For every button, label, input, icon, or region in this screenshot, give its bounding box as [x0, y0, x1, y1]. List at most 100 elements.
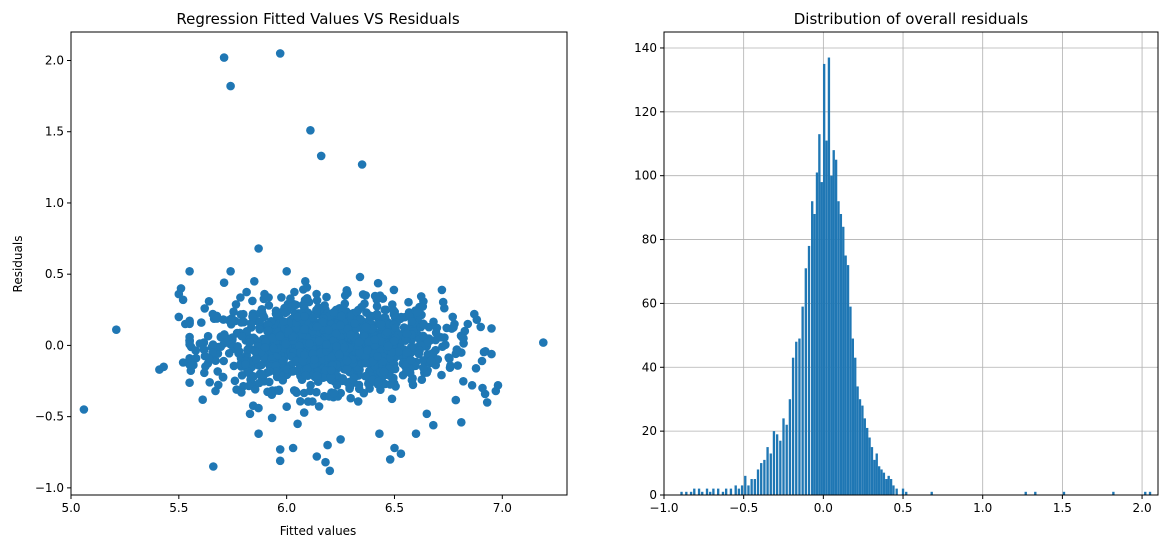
scatter-point — [393, 347, 403, 357]
scatter-point — [352, 307, 362, 317]
histogram-bar — [866, 427, 869, 495]
scatter-y-ticks: −1.0 −0.5 0.0 0.5 1.0 1.5 2.0 — [35, 53, 71, 495]
scatter-point — [482, 398, 492, 407]
scatter-point — [429, 420, 438, 430]
scatter-point — [288, 367, 298, 376]
scatter-point — [245, 409, 255, 419]
histogram-bar — [849, 306, 852, 495]
histogram-y-tick-label: 0 — [649, 488, 657, 502]
scatter-x-tick-label: 6.5 — [385, 501, 404, 515]
scatter-point — [241, 360, 250, 369]
scatter-point — [237, 331, 247, 341]
scatter-point — [477, 356, 487, 366]
histogram-bar — [775, 434, 779, 495]
scatter-point — [208, 340, 218, 349]
scatter-point — [237, 388, 246, 397]
histogram-bar — [882, 472, 886, 495]
scatter-point — [264, 301, 274, 310]
scatter-point — [185, 340, 194, 349]
scatter-point — [452, 345, 462, 354]
scatter-axes-frame — [70, 31, 568, 496]
scatter-point — [413, 307, 422, 317]
scatter-point — [382, 328, 392, 337]
histogram-bar — [1112, 491, 1115, 495]
scatter-point — [185, 267, 194, 276]
histogram-bar — [717, 488, 720, 495]
scatter-point — [185, 378, 194, 388]
scatter-point — [404, 297, 413, 307]
scatter-point — [402, 329, 412, 339]
histogram-bar — [832, 150, 835, 495]
scatter-point — [178, 358, 188, 367]
scatter-point — [224, 349, 234, 358]
scatter-x-tick-label: 5.5 — [169, 501, 188, 515]
scatter-point — [216, 342, 226, 352]
scatter-point — [422, 409, 432, 419]
scatter-point — [314, 402, 324, 411]
scatter-point — [334, 350, 344, 360]
scatter-point — [387, 394, 397, 404]
scatter-point — [229, 307, 238, 317]
scatter-point — [325, 466, 335, 476]
scatter-point — [312, 322, 322, 331]
scatter-point — [231, 300, 241, 309]
scatter-point — [391, 323, 400, 333]
scatter-point — [431, 328, 441, 338]
scatter-point — [396, 449, 406, 459]
histogram-bar — [837, 201, 840, 496]
scatter-point — [445, 354, 454, 364]
scatter-point — [312, 289, 321, 299]
scatter-point — [284, 326, 293, 336]
histogram-bars — [680, 57, 1152, 496]
histogram-bar — [863, 418, 866, 495]
histogram-bar — [788, 399, 792, 495]
histogram-bar — [709, 491, 712, 495]
scatter-point — [353, 397, 363, 406]
scatter-x-ticks: 5.0 5.5 6.0 6.5 7.0 — [61, 495, 512, 515]
scatter-point — [314, 336, 324, 346]
scatter-point — [265, 367, 274, 376]
scatter-point — [211, 386, 220, 396]
histogram-bar — [750, 479, 753, 495]
scatter-point — [254, 244, 263, 253]
histogram-bar — [813, 214, 816, 495]
scatter-point — [487, 324, 496, 333]
histogram-bar — [785, 424, 788, 495]
histogram-bar — [779, 440, 782, 495]
scatter-point — [370, 335, 380, 344]
histogram-y-tick-label: 140 — [634, 41, 657, 55]
scatter-point — [336, 388, 346, 398]
histogram-x-tick-label: 0.5 — [893, 501, 912, 515]
scatter-point — [345, 382, 354, 392]
histogram-bar — [887, 475, 890, 495]
scatter-point — [275, 331, 285, 341]
histogram-bar — [930, 491, 933, 495]
scatter-point — [437, 370, 446, 380]
scatter-point — [322, 340, 332, 349]
scatter-point — [457, 418, 466, 427]
histogram-bar — [844, 255, 847, 495]
scatter-point — [286, 294, 295, 303]
scatter-point — [306, 126, 315, 135]
histogram-bar — [769, 453, 772, 495]
scatter-point — [329, 388, 339, 398]
scatter-point — [79, 405, 89, 414]
scatter-point — [310, 355, 319, 365]
histogram-bar — [1024, 491, 1027, 495]
scatter-point — [411, 429, 421, 439]
scatter-point — [471, 364, 481, 373]
histogram-bar — [760, 463, 763, 495]
scatter-point — [354, 384, 364, 394]
histogram-bar — [1148, 491, 1152, 495]
scatter-point — [209, 462, 218, 471]
scatter-point — [219, 315, 228, 324]
histogram-title: Distribution of overall residuals — [794, 10, 1029, 28]
scatter-point — [378, 357, 388, 366]
histogram-bar — [766, 447, 769, 495]
scatter-point — [385, 455, 395, 464]
histogram-bar — [892, 485, 895, 495]
scatter-point — [200, 368, 209, 378]
scatter-y-tick-label: 1.5 — [45, 125, 64, 139]
scatter-point — [212, 314, 222, 323]
scatter-point — [279, 317, 288, 326]
